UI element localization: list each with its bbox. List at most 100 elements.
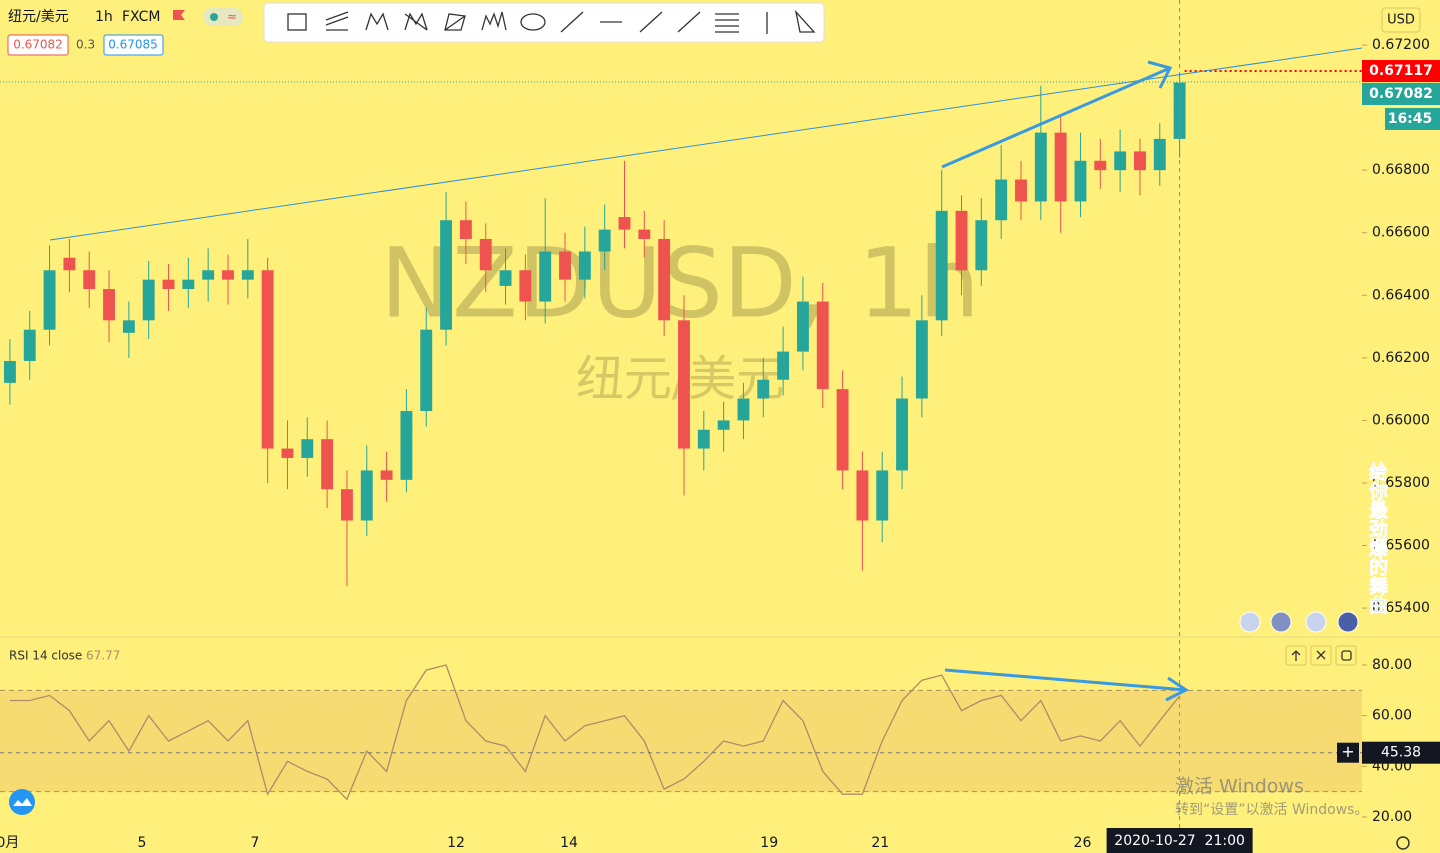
crosshair-time-box [1106,828,1253,853]
status-dot [210,13,218,21]
candle-body [1034,132,1047,202]
candle-body [658,238,671,321]
candle-body [1153,138,1166,171]
candle-body [1074,160,1087,202]
candle-body [301,439,314,458]
ask-box [103,34,164,56]
last-price-tag [1362,83,1440,106]
alert-price-tag [1362,60,1440,83]
candle-body [103,289,115,321]
x-tick-label: 14 [560,835,578,851]
candle-body [241,270,254,280]
candle-body [202,270,215,280]
crosshair-time: 2020-10-27 21:00 [1114,833,1245,849]
candle-body [598,229,611,252]
candle-body [420,329,433,412]
tool-icon[interactable] [677,11,701,33]
drawing-toolbar [263,2,825,43]
candle-body [737,398,750,421]
tool-icon[interactable] [520,13,546,31]
candle-body [618,217,631,230]
countdown: 16:45 [1388,111,1433,127]
candle-body [1015,179,1027,202]
settings-icon[interactable] [1396,836,1410,850]
candle-body [777,351,790,380]
tool-icon[interactable] [794,9,816,33]
y-tick-label: 0.66800 [1372,162,1430,178]
x-tick-label: 26 [1074,835,1092,851]
candle-body [261,270,274,449]
candle-body [499,270,512,286]
candle-body [23,329,36,361]
tool-icon[interactable] [481,11,507,31]
candle-body [1114,151,1127,171]
candle-body [519,270,532,302]
candle-body [440,220,453,330]
crosshair-value: 45.38 [1381,745,1421,761]
candle-body [678,320,690,449]
interval: 1h [95,9,113,25]
tool-icon[interactable] [325,11,349,31]
y-tick-label: 0.65400 [1372,600,1430,616]
rsi-last-value: 67.77 [86,649,120,663]
event-icon[interactable] [1270,611,1292,633]
x-tick-label: 5 [137,835,146,851]
candle-body [955,210,968,271]
tool-icon[interactable] [365,12,389,31]
tool-icon[interactable] [715,13,739,33]
event-icon[interactable] [1239,611,1261,633]
candle-body [638,229,651,239]
rsi-line [9,664,1181,801]
candle-body [876,470,889,521]
x-tick-label: 7 [250,835,259,851]
tool-icon[interactable] [404,12,428,31]
symbol: 纽元/美元 [8,9,69,25]
spread: 0.3 [76,38,95,52]
pane-button-icons [1291,650,1352,661]
candle-body [122,320,135,333]
y-tick-label: 20.00 [1372,809,1412,825]
status-pill [203,8,243,26]
y-tick-label: 60.00 [1372,708,1412,724]
activation-title: 激活 Windows [1175,776,1304,798]
tool-icon[interactable] [287,13,307,31]
tool-icon[interactable] [639,11,663,33]
last-price-label: 0.67082 [1369,86,1433,102]
y-tick-label: 0.66400 [1372,287,1430,303]
candle-body [559,251,571,280]
crosshair-plus-icon: + [1341,742,1354,761]
candle-body [3,360,16,383]
candle-body [340,489,353,521]
candle-body [796,301,809,352]
candle-body [816,301,829,390]
candle-body [578,251,591,280]
tool-icon[interactable] [444,13,466,31]
rsi-band [0,690,1362,792]
pane-button[interactable] [1335,645,1357,666]
y-tick-label: 0.66600 [1372,225,1430,241]
arrow [941,60,1173,169]
logo[interactable] [9,789,35,815]
rsi-arrow [944,668,1189,702]
exchange: FXCM [122,9,160,25]
currency-box[interactable] [1381,7,1421,33]
candle-body [935,210,948,321]
candle-body [182,279,195,290]
candle-body [479,238,492,271]
toolbar-bg [263,2,825,43]
candle-body [162,279,175,290]
candle-body [1094,160,1107,171]
event-icon[interactable] [1337,611,1359,633]
bid-box [7,34,69,56]
currency: USD [1387,13,1415,28]
candle-body [1134,151,1146,171]
candle-body [281,448,294,458]
candle-body [360,470,373,521]
y-tick-label: 0.67200 [1372,37,1430,53]
event-icon[interactable] [1305,611,1327,633]
candle-body [222,270,234,280]
x-tick-label: 19 [760,835,778,851]
tool-icon[interactable] [560,11,584,33]
